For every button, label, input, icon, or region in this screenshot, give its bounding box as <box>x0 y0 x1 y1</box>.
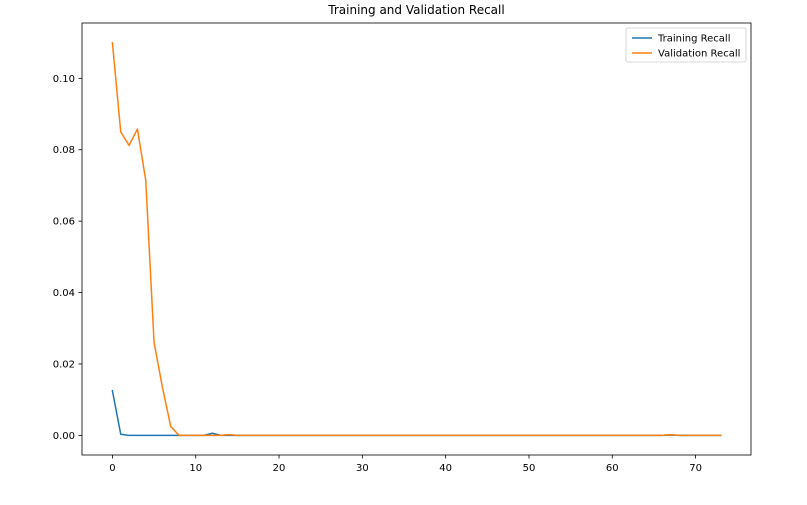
legend: Training Recall Validation Recall <box>625 27 747 63</box>
x-tick-label: 60 <box>606 463 619 474</box>
x-tick-label: 40 <box>439 463 452 474</box>
series-line-validation-recall <box>111 41 722 437</box>
x-tick-label: 20 <box>273 463 286 474</box>
x-axis: 0 10 20 30 40 50 60 70 <box>109 455 702 474</box>
x-tick-label: 0 <box>109 463 115 474</box>
y-tick-label: 0.10 <box>53 74 75 85</box>
y-tick-label: 0.08 <box>53 145 75 156</box>
x-tick-label: 50 <box>523 463 536 474</box>
x-tick-label: 30 <box>356 463 369 474</box>
y-axis: 0.00 0.02 0.04 0.06 0.08 0.10 <box>53 74 82 442</box>
series-line-training-recall <box>111 389 722 437</box>
plot-area <box>81 22 752 456</box>
axes-frame <box>81 22 752 456</box>
x-tick-label: 10 <box>189 463 202 474</box>
legend-box <box>625 27 747 63</box>
chart-title: Training and Validation Recall <box>327 3 504 17</box>
legend-label: Training Recall <box>657 34 730 45</box>
x-tick-label: 70 <box>689 463 702 474</box>
y-tick-label: 0.00 <box>53 431 75 442</box>
legend-label: Validation Recall <box>658 49 740 60</box>
y-tick-label: 0.02 <box>53 359 75 370</box>
y-tick-label: 0.06 <box>53 217 75 228</box>
y-tick-label: 0.04 <box>53 288 75 299</box>
